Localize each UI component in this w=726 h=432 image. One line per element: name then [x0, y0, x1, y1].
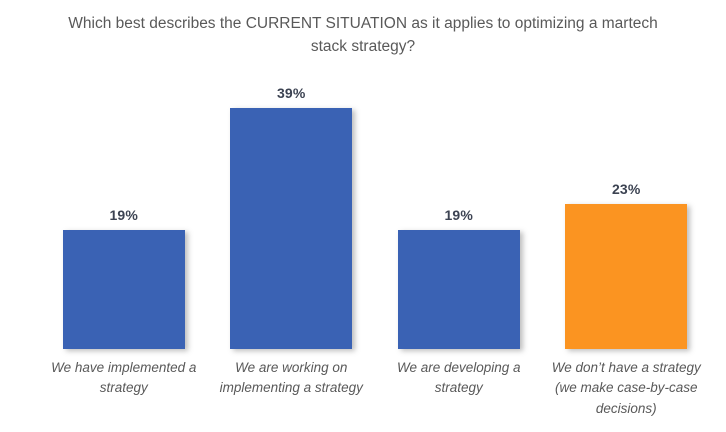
bar-column: 23%: [543, 85, 711, 349]
value-label: 19%: [444, 207, 474, 223]
bar-no-strategy: [565, 204, 688, 349]
bar-column: 19%: [375, 85, 543, 349]
category-label: We have implemented a strategy: [51, 360, 197, 396]
x-axis-labels: We have implemented a strategy We are wo…: [40, 358, 710, 419]
value-label: 39%: [276, 85, 306, 101]
category-label: We don’t have a strategy (we make case-b…: [551, 360, 701, 416]
bar-implemented-strategy: [62, 230, 185, 349]
value-label: 19%: [109, 207, 139, 223]
bar-column: 39%: [208, 85, 376, 349]
bar-developing-strategy: [397, 230, 520, 349]
bar-working-on-implementing: [230, 108, 353, 349]
chart-title: Which best describes the CURRENT SITUATI…: [68, 15, 658, 56]
value-label: 23%: [611, 181, 641, 197]
category-label: We are developing a strategy: [396, 360, 521, 396]
bar-column: 19%: [40, 85, 208, 349]
plot-area: 19% 39% 19% 23%: [40, 85, 710, 349]
category-label: We are working on implementing a strateg…: [219, 360, 363, 396]
